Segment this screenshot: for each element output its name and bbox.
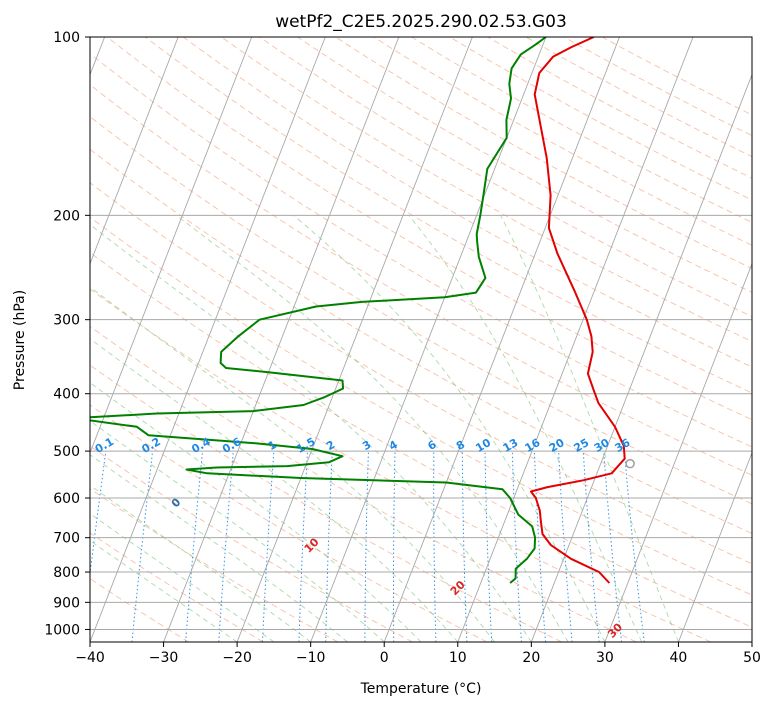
temperature-line: [530, 37, 626, 584]
x-tick-label: −40: [75, 650, 105, 666]
y-tick-label: 900: [53, 595, 80, 611]
isotherm-line: [90, 37, 179, 265]
dry-adiabat-line: [90, 53, 752, 448]
moist-adiabat-line: [408, 215, 643, 642]
moist-adiabat-line: [90, 338, 459, 642]
profiles: [90, 37, 635, 584]
isotherm-line: [236, 37, 473, 642]
moist-adiabat-line: [90, 540, 238, 642]
x-tick-label: −10: [296, 650, 326, 666]
dry-adiabat-line: [90, 325, 637, 642]
isotherm-line: [604, 262, 752, 642]
dry-adiabat-line: [90, 148, 752, 534]
dry-adiabat-line: [90, 182, 752, 565]
x-tick-label: −20: [222, 650, 252, 666]
y-tick-label: 400: [53, 387, 80, 403]
y-tick-label: 200: [53, 208, 80, 224]
x-tick-label: 50: [743, 650, 761, 666]
y-tick-label: 300: [53, 313, 80, 329]
dry-adiabat-line: [90, 84, 752, 476]
moist-adiabat-line: [90, 224, 532, 642]
chart-title: wetPf2_C2E5.2025.290.02.53.G03: [275, 12, 567, 32]
isotherm-line: [678, 451, 752, 642]
dewpoint-line: [90, 37, 547, 584]
y-axis-label: Pressure (hPa): [12, 290, 28, 390]
dry-adiabat-line: [259, 37, 752, 318]
y-tick-label: 500: [53, 444, 80, 460]
mixing-ratio-line: [603, 451, 623, 642]
axis-ticks: −40 −30 −20 −10 0 10 20 30 40 50 100 200 300 400 500 60…: [44, 30, 761, 666]
isotherm-line: [457, 37, 694, 642]
y-tick-label: 600: [53, 491, 80, 507]
isotherm-line: [383, 37, 620, 642]
dry-adiabat-line: [144, 37, 752, 394]
isotherm-line: [90, 37, 253, 455]
x-tick-label: 20: [522, 650, 540, 666]
dry-adiabat-line: [487, 37, 752, 179]
y-tick-label: 1000: [44, 622, 80, 638]
lcl-marker: [625, 458, 635, 469]
mixing-ratio-line: [623, 451, 645, 642]
dry-adiabat-line: [221, 37, 752, 343]
moist-adiabat-line: [90, 454, 348, 642]
dry-adiabat-line: [90, 288, 711, 642]
dry-adiabat-line: [335, 37, 752, 270]
dry-adiabat-line: [90, 445, 413, 642]
grid-lines: [90, 37, 752, 642]
x-tick-label: −30: [149, 650, 179, 666]
dry-adiabat-line: [449, 37, 752, 201]
mixing-ratio-line: [558, 451, 573, 642]
y-tick-label: 800: [53, 565, 80, 581]
mixing-ratio-line: [582, 451, 600, 642]
x-tick-label: 30: [596, 650, 614, 666]
y-tick-label: 700: [53, 531, 80, 547]
dry-adiabat-line: [525, 37, 752, 158]
background-lines: [90, 37, 752, 642]
moist-adiabat-line: [500, 215, 679, 642]
dry-adiabat-line: [106, 37, 752, 421]
y-tick-label: 100: [53, 30, 80, 46]
x-tick-label: 10: [449, 650, 467, 666]
dry-adiabat-line: [297, 37, 752, 293]
isotherm-line: [90, 37, 326, 642]
plot-frame: [89, 36, 753, 643]
dry-adiabat-line: [411, 37, 752, 223]
dry-adiabat-line: [90, 216, 752, 596]
isotherm-line: [530, 73, 752, 642]
moist-adiabat-line: [90, 420, 385, 642]
dry-adiabat-line: [183, 37, 752, 368]
x-tick-label: 0: [380, 650, 389, 666]
moist-adiabat-line: [176, 214, 569, 642]
mixing-ratio-line: [90, 451, 107, 578]
dry-adiabat-line: [90, 404, 488, 642]
x-tick-label: 40: [670, 650, 688, 666]
isotherm-line: [163, 37, 400, 642]
mixing-ratio-line: [185, 451, 204, 642]
x-axis-label: Temperature (°C): [360, 681, 482, 697]
